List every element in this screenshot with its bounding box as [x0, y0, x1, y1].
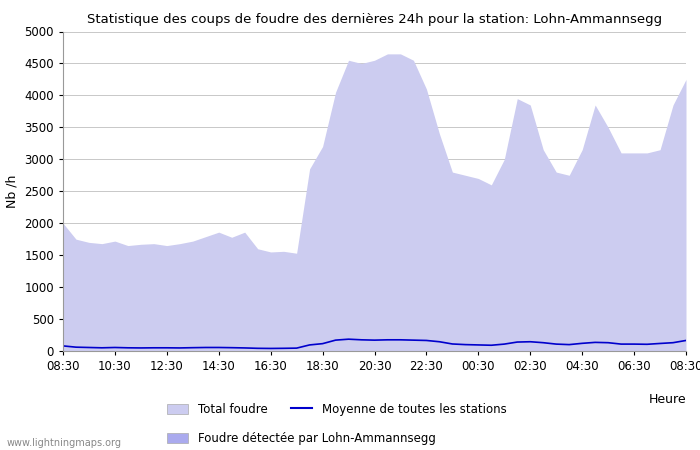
Text: Heure: Heure [648, 392, 686, 405]
Legend: Foudre détectée par Lohn-Ammannsegg: Foudre détectée par Lohn-Ammannsegg [162, 427, 440, 450]
Text: www.lightningmaps.org: www.lightningmaps.org [7, 438, 122, 448]
Title: Statistique des coups de foudre des dernières 24h pour la station: Lohn-Ammannse: Statistique des coups de foudre des dern… [87, 13, 662, 26]
Y-axis label: Nb /h: Nb /h [6, 175, 19, 208]
